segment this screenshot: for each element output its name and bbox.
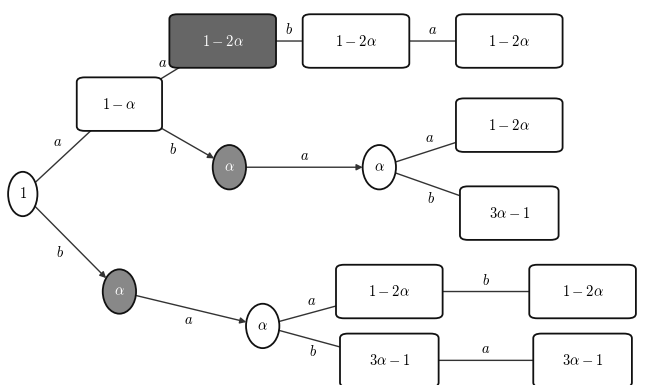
- Text: $\mathit{a}$: $\mathit{a}$: [300, 149, 309, 163]
- Text: $\mathit{b}$: $\mathit{b}$: [286, 22, 294, 37]
- Text: $1-\alpha$: $1-\alpha$: [102, 97, 136, 112]
- Text: $3\alpha-1$: $3\alpha-1$: [489, 206, 530, 221]
- Text: $\mathit{a}$: $\mathit{a}$: [481, 342, 491, 356]
- FancyBboxPatch shape: [340, 334, 439, 387]
- FancyBboxPatch shape: [456, 14, 562, 68]
- Text: $\mathit{a}$: $\mathit{a}$: [425, 132, 434, 146]
- Text: $\alpha$: $\alpha$: [374, 160, 384, 174]
- Text: $\mathit{a}$: $\mathit{a}$: [428, 23, 437, 36]
- Text: $\mathit{b}$: $\mathit{b}$: [169, 142, 177, 157]
- FancyBboxPatch shape: [302, 14, 409, 68]
- Text: $\alpha$: $\alpha$: [257, 319, 268, 333]
- Ellipse shape: [363, 145, 396, 189]
- Text: $\mathit{b}$: $\mathit{b}$: [427, 191, 435, 206]
- Text: $1-2\alpha$: $1-2\alpha$: [368, 284, 410, 299]
- Text: $1-2\alpha$: $1-2\alpha$: [489, 33, 530, 48]
- Text: $\mathit{b}$: $\mathit{b}$: [482, 272, 490, 288]
- Text: $\mathit{a}$: $\mathit{a}$: [306, 294, 316, 308]
- Text: $\mathit{b}$: $\mathit{b}$: [308, 344, 317, 359]
- FancyBboxPatch shape: [456, 99, 562, 152]
- Text: $1-2\alpha$: $1-2\alpha$: [562, 284, 603, 299]
- Text: $\alpha$: $\alpha$: [224, 160, 235, 174]
- Text: $\mathit{a}$: $\mathit{a}$: [53, 135, 62, 149]
- FancyBboxPatch shape: [77, 77, 162, 131]
- Ellipse shape: [213, 145, 246, 189]
- Text: $\mathit{a}$: $\mathit{a}$: [183, 313, 193, 327]
- FancyBboxPatch shape: [530, 265, 636, 318]
- Text: $\mathit{a}$: $\mathit{a}$: [158, 56, 167, 70]
- Text: $3\alpha-1$: $3\alpha-1$: [562, 353, 603, 368]
- Text: $\alpha$: $\alpha$: [114, 284, 125, 298]
- Ellipse shape: [8, 172, 38, 216]
- FancyBboxPatch shape: [336, 265, 443, 318]
- Text: $\mathit{b}$: $\mathit{b}$: [56, 244, 65, 260]
- Text: $3\alpha-1$: $3\alpha-1$: [369, 353, 410, 368]
- Ellipse shape: [103, 269, 136, 314]
- Text: $1-2\alpha$: $1-2\alpha$: [202, 33, 244, 48]
- Ellipse shape: [246, 304, 280, 348]
- FancyBboxPatch shape: [169, 14, 276, 68]
- Text: $1-2\alpha$: $1-2\alpha$: [335, 33, 377, 48]
- FancyBboxPatch shape: [460, 186, 558, 240]
- Text: $1$: $1$: [19, 187, 27, 201]
- FancyBboxPatch shape: [534, 334, 632, 387]
- Text: $1-2\alpha$: $1-2\alpha$: [489, 118, 530, 133]
